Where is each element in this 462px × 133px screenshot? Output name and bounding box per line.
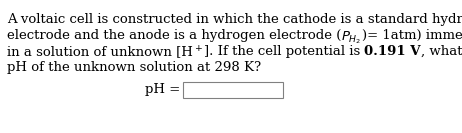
Text: in a solution of unknown [H: in a solution of unknown [H	[7, 45, 193, 58]
Text: )= 1atm) immersed: )= 1atm) immersed	[362, 29, 462, 42]
Text: ]. If the cell potential is: ]. If the cell potential is	[204, 45, 364, 58]
Text: A voltaic cell is constructed in which the cathode is a standard hydrogen: A voltaic cell is constructed in which t…	[7, 13, 462, 26]
Bar	[183, 82, 283, 98]
Text: electrode and the anode is a hydrogen electrode (: electrode and the anode is a hydrogen el…	[7, 29, 341, 42]
Text: pH of the unknown solution at 298 K?: pH of the unknown solution at 298 K?	[7, 61, 261, 74]
Text: $^+$: $^+$	[193, 45, 204, 58]
Text: $\mathit{P}_{H_2}$: $\mathit{P}_{H_2}$	[341, 29, 362, 46]
Text: , what is the: , what is the	[420, 45, 462, 58]
Text: 0.191 V: 0.191 V	[364, 45, 420, 58]
Text: pH =: pH =	[145, 83, 180, 96]
